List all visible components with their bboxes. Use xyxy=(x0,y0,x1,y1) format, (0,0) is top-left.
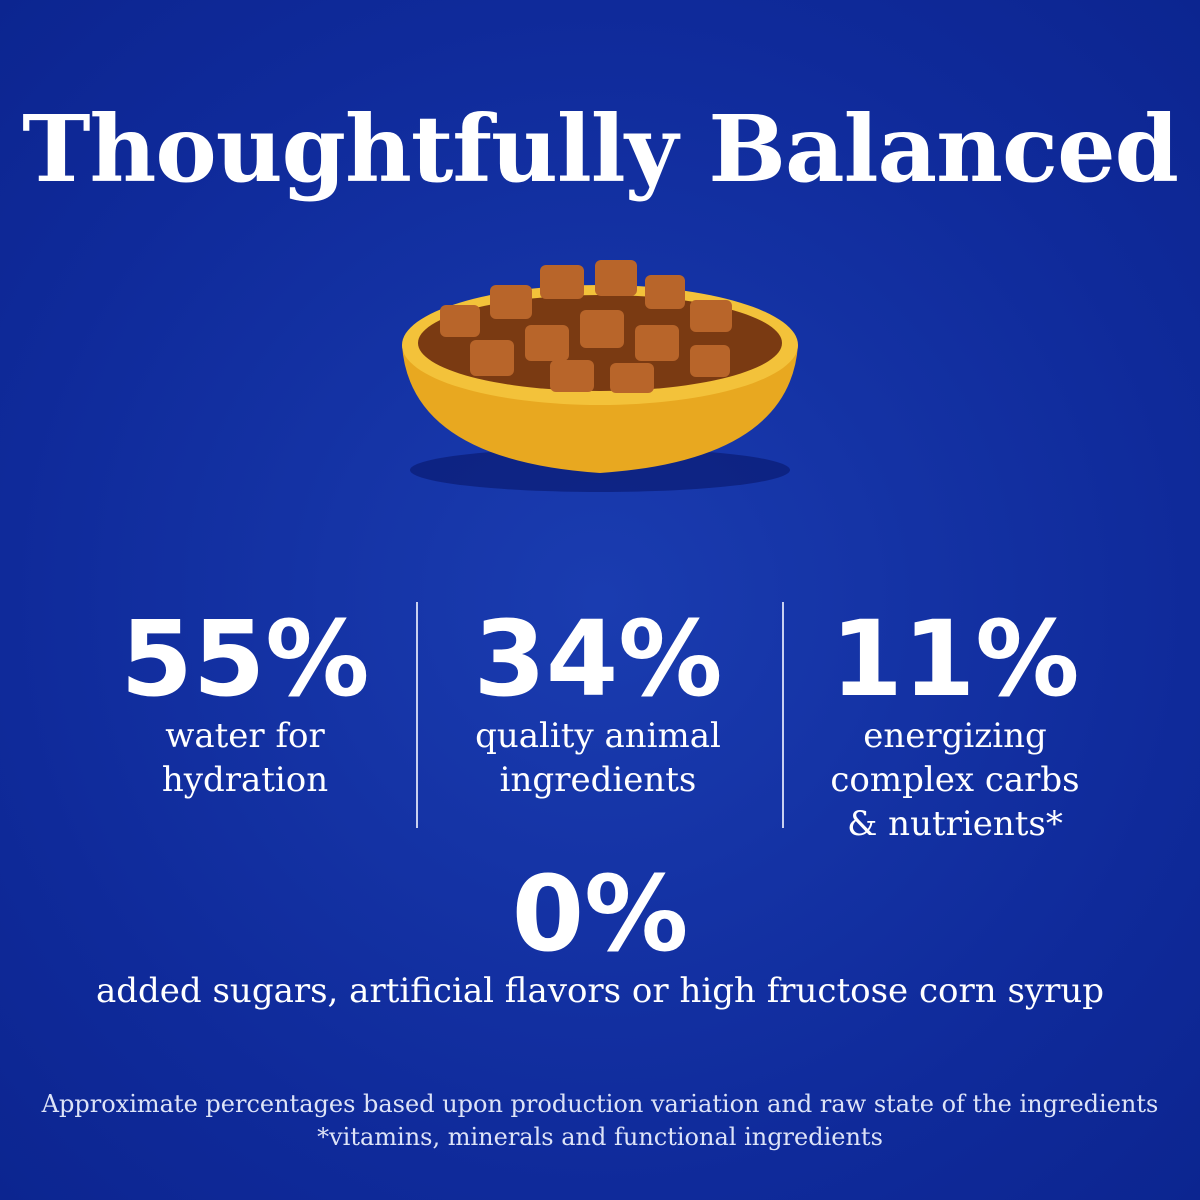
footnote: Approximate percentages based upon produ… xyxy=(41,1090,1159,1118)
stat: 11% energizing complex carbs & nutrients* xyxy=(775,598,1135,846)
footnote: *vitamins, minerals and functional ingre… xyxy=(317,1123,883,1151)
stat-label: energizing xyxy=(863,716,1047,757)
stat-label: complex carbs xyxy=(830,760,1080,801)
stat: 34% quality animal ingredients xyxy=(418,598,778,802)
stat-label: & nutrients* xyxy=(847,804,1063,845)
stat-label: water for xyxy=(165,716,325,757)
food-bowl xyxy=(402,260,798,492)
highlight: 0% added sugars, artificial flavors or hi… xyxy=(0,853,1200,1013)
footnotes: Approximate percentages based upon produ… xyxy=(0,1088,1200,1154)
stat-label: quality animal xyxy=(475,716,721,757)
divider xyxy=(416,602,418,828)
highlight-value: 0% xyxy=(511,853,689,975)
stat-value: 34% xyxy=(473,598,723,720)
title: Thoughtfully Balanced xyxy=(22,95,1179,203)
stat-value: 55% xyxy=(120,598,370,720)
stat: 55% water for hydration xyxy=(65,598,425,802)
divider xyxy=(782,602,784,828)
highlight-text: added sugars, artificial flavors or high… xyxy=(95,971,1105,1012)
stat-value: 11% xyxy=(830,598,1080,720)
stat-label: hydration xyxy=(161,760,329,801)
stat-label: ingredients xyxy=(499,760,697,801)
